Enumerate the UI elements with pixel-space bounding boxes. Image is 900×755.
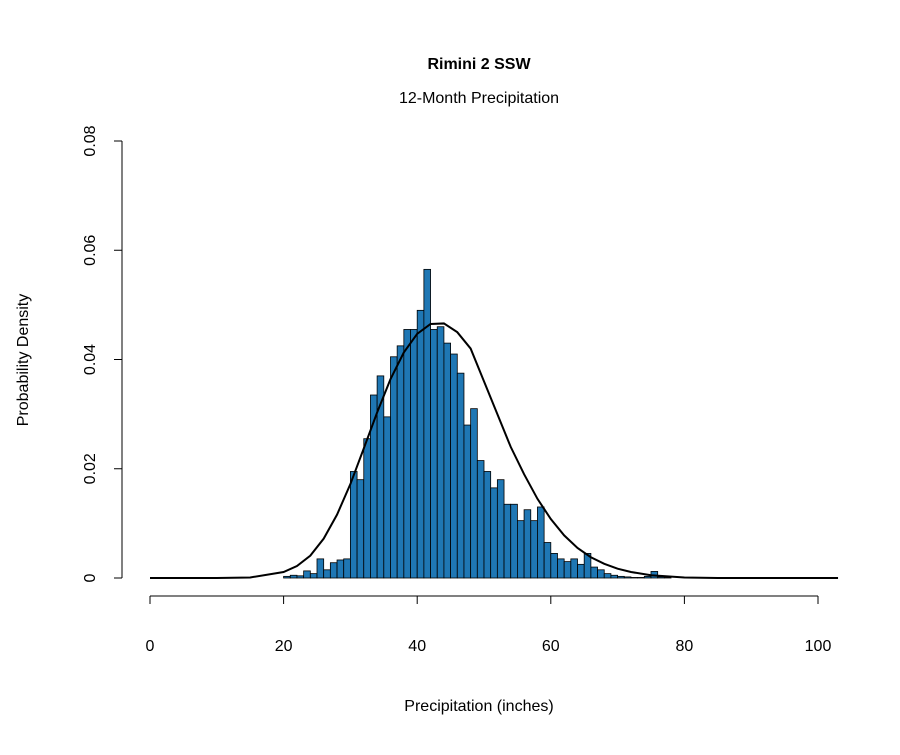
bar — [356, 479, 365, 579]
bar — [663, 577, 672, 579]
bar — [443, 342, 452, 579]
x-tick-label: 20 — [275, 638, 293, 655]
bar — [410, 329, 418, 579]
bar — [363, 438, 371, 579]
bar — [283, 575, 291, 579]
bar — [637, 577, 645, 579]
bar — [510, 503, 518, 579]
y-tick-label: 0.02 — [82, 453, 99, 484]
bar — [557, 558, 565, 579]
x-tick-label: 80 — [676, 638, 694, 655]
bar — [416, 309, 425, 579]
bar — [316, 558, 325, 579]
bar — [630, 577, 639, 579]
bar — [563, 561, 572, 579]
y-tick-label: 0.04 — [82, 344, 99, 375]
bar — [476, 460, 485, 579]
chart-subtitle: 12-Month Precipitation — [399, 90, 559, 107]
bar — [303, 570, 311, 579]
bar — [590, 566, 598, 579]
bar — [450, 353, 458, 579]
bar — [423, 268, 431, 579]
bar — [430, 329, 438, 579]
bar — [403, 329, 411, 579]
bar — [309, 573, 318, 579]
bar — [496, 479, 505, 579]
bar — [289, 574, 298, 579]
y-tick-label: 0.06 — [82, 235, 99, 266]
bar — [530, 520, 538, 579]
y-tick-label: 0 — [82, 573, 99, 582]
bar — [537, 506, 545, 579]
x-tick-label: 40 — [408, 638, 426, 655]
chart-title: Rimini 2 SSW — [427, 56, 531, 73]
bar — [570, 558, 578, 579]
bar — [296, 575, 305, 579]
bar — [490, 487, 498, 579]
bar — [470, 408, 478, 579]
bar — [583, 553, 592, 579]
bar — [456, 372, 465, 579]
bar — [503, 503, 512, 579]
bar — [396, 345, 405, 579]
bar — [550, 553, 558, 579]
y-tick-label: 0.08 — [82, 125, 99, 156]
x-axis-label: Precipitation (inches) — [404, 698, 553, 715]
bar — [577, 563, 585, 579]
bar — [383, 416, 391, 579]
bar — [623, 576, 632, 579]
bar — [603, 573, 612, 579]
bar — [517, 520, 525, 579]
bar — [390, 356, 398, 579]
bar — [463, 424, 472, 579]
bar — [483, 471, 492, 579]
y-axis-label: Probability Density — [15, 294, 32, 427]
bar — [343, 558, 351, 579]
x-tick-label: 100 — [805, 638, 832, 655]
bar — [336, 559, 345, 579]
x-tick-label: 60 — [542, 638, 560, 655]
bar — [543, 542, 552, 579]
density-curve — [150, 322, 839, 579]
bar — [523, 509, 532, 579]
x-tick-label: 0 — [146, 638, 155, 655]
bar — [597, 569, 605, 579]
bar — [617, 575, 625, 579]
bar — [349, 471, 358, 579]
bar — [436, 326, 445, 579]
bar — [329, 562, 338, 579]
bar — [643, 575, 652, 579]
bar — [610, 574, 618, 579]
bar — [323, 569, 331, 579]
